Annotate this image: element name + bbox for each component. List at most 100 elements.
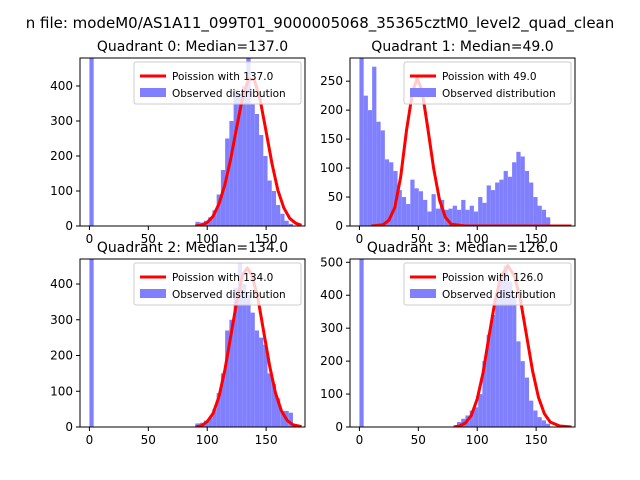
- panel-title: Quadrant 3: Median=126.0: [367, 240, 558, 256]
- histogram-bar: [359, 259, 364, 427]
- histogram-bar: [271, 191, 277, 226]
- histogram-bar: [537, 417, 542, 427]
- legend-label: Observed distribution: [442, 289, 556, 301]
- y-tick-label: 400: [320, 288, 343, 302]
- histogram-bar: [524, 170, 530, 226]
- histogram-bar: [89, 58, 94, 226]
- histogram-bar: [448, 208, 453, 226]
- histogram-bar: [389, 162, 394, 226]
- legend-label: Observed distribution: [172, 88, 286, 100]
- histogram-bar: [440, 199, 445, 226]
- x-tick-label: 100: [196, 433, 219, 447]
- histogram-bar: [461, 199, 466, 226]
- figure-title: n file: modeM0/AS1A11_099T01_9000005068_…: [26, 14, 615, 33]
- histogram-bar: [254, 114, 260, 226]
- quadrant-2-panel: Quadrant 2: Median=134.0 0 50 100 150 0 100 200…: [50, 240, 306, 447]
- legend-box: [133, 61, 302, 105]
- y-tick-label: 100: [320, 387, 343, 401]
- histogram-bar: [537, 205, 542, 226]
- x-tick-label: 150: [255, 433, 278, 447]
- histogram-bar: [401, 197, 407, 226]
- x-tick-label: 50: [141, 433, 156, 447]
- quadrant-0-panel: Quadrant 0: Median=137.0 0 50 100 150 0 100 200…: [50, 39, 306, 246]
- y-tick-label: 300: [320, 321, 343, 335]
- histogram-bar: [533, 197, 538, 226]
- histogram-bar: [473, 211, 479, 226]
- histogram-bar: [242, 284, 247, 427]
- histogram-bar: [469, 410, 474, 427]
- histogram-bar: [263, 344, 268, 427]
- histogram-bar: [529, 400, 534, 427]
- histogram-bar: [229, 319, 234, 427]
- x-tick-label: 100: [466, 232, 489, 246]
- histogram-bar: [541, 209, 547, 226]
- y-tick-label: 250: [320, 74, 343, 88]
- histogram-bar: [490, 315, 496, 427]
- legend-label: Poission with 134.0: [172, 272, 273, 284]
- histogram-bar: [520, 361, 525, 427]
- histogram-bar: [280, 410, 285, 427]
- histogram-bar: [89, 259, 94, 427]
- histogram-bar: [259, 337, 264, 427]
- y-tick-label: 100: [50, 184, 73, 198]
- histogram-bar: [267, 180, 272, 226]
- histogram-bar: [208, 418, 213, 427]
- legend-box: [133, 262, 302, 306]
- histogram-bar: [431, 194, 436, 226]
- histogram-bar: [541, 420, 547, 427]
- histogram-bar: [546, 423, 551, 427]
- histogram-bar: [288, 223, 293, 226]
- y-tick-label: 300: [50, 313, 73, 327]
- histogram-bar: [288, 412, 293, 427]
- histogram-bar: [220, 373, 226, 427]
- legend-label: Poission with 49.0: [442, 71, 537, 83]
- x-tick-label: 0: [356, 232, 364, 246]
- histogram-bar: [259, 135, 264, 226]
- y-tick-label: 300: [50, 114, 73, 128]
- x-tick-label: 50: [141, 232, 156, 246]
- y-tick-label: 100: [50, 384, 73, 398]
- histogram-bar: [376, 121, 381, 226]
- histogram-bar: [267, 373, 272, 427]
- axes-frame: [349, 57, 576, 227]
- histogram-bar: [529, 182, 534, 226]
- legend-bar-swatch: [140, 289, 166, 298]
- histogram-bar: [276, 205, 281, 226]
- histogram-bar: [452, 205, 457, 226]
- x-tick-label: 100: [466, 433, 489, 447]
- histogram-bar: [263, 156, 268, 226]
- y-tick-label: 100: [320, 161, 343, 175]
- histogram-bar: [435, 208, 440, 226]
- histogram-bar: [414, 188, 419, 226]
- histogram-bar: [507, 176, 513, 226]
- histogram-bar: [250, 103, 255, 226]
- histogram-bar: [242, 86, 247, 226]
- histogram-bar: [473, 407, 479, 427]
- y-tick-label: 0: [65, 219, 73, 233]
- histogram-bar: [208, 217, 213, 226]
- histogram-bar: [280, 213, 285, 226]
- histogram-bar: [499, 275, 504, 427]
- histogram-bar: [495, 295, 500, 427]
- histogram-bar: [229, 121, 234, 226]
- panel-title: Quadrant 0: Median=137.0: [97, 39, 288, 55]
- x-tick-label: 50: [411, 232, 426, 246]
- histogram-bar: [237, 93, 243, 226]
- x-tick-label: 150: [525, 232, 548, 246]
- histogram-bar: [225, 330, 230, 427]
- histogram-bar: [503, 265, 508, 427]
- histogram-bar: [546, 217, 551, 226]
- histogram-bar: [284, 220, 289, 226]
- histogram-bar: [520, 156, 525, 226]
- histogram-bar: [423, 199, 428, 226]
- histogram-bar: [363, 95, 368, 226]
- legend-label: Poission with 126.0: [442, 272, 543, 284]
- axes-frame: [79, 258, 306, 428]
- legend-bar-swatch: [140, 88, 166, 97]
- histogram-bar: [372, 66, 377, 226]
- legend-bar-swatch: [410, 88, 436, 97]
- histogram-bar: [212, 409, 217, 427]
- histogram-bar: [233, 89, 238, 226]
- histogram-bar: [490, 190, 496, 226]
